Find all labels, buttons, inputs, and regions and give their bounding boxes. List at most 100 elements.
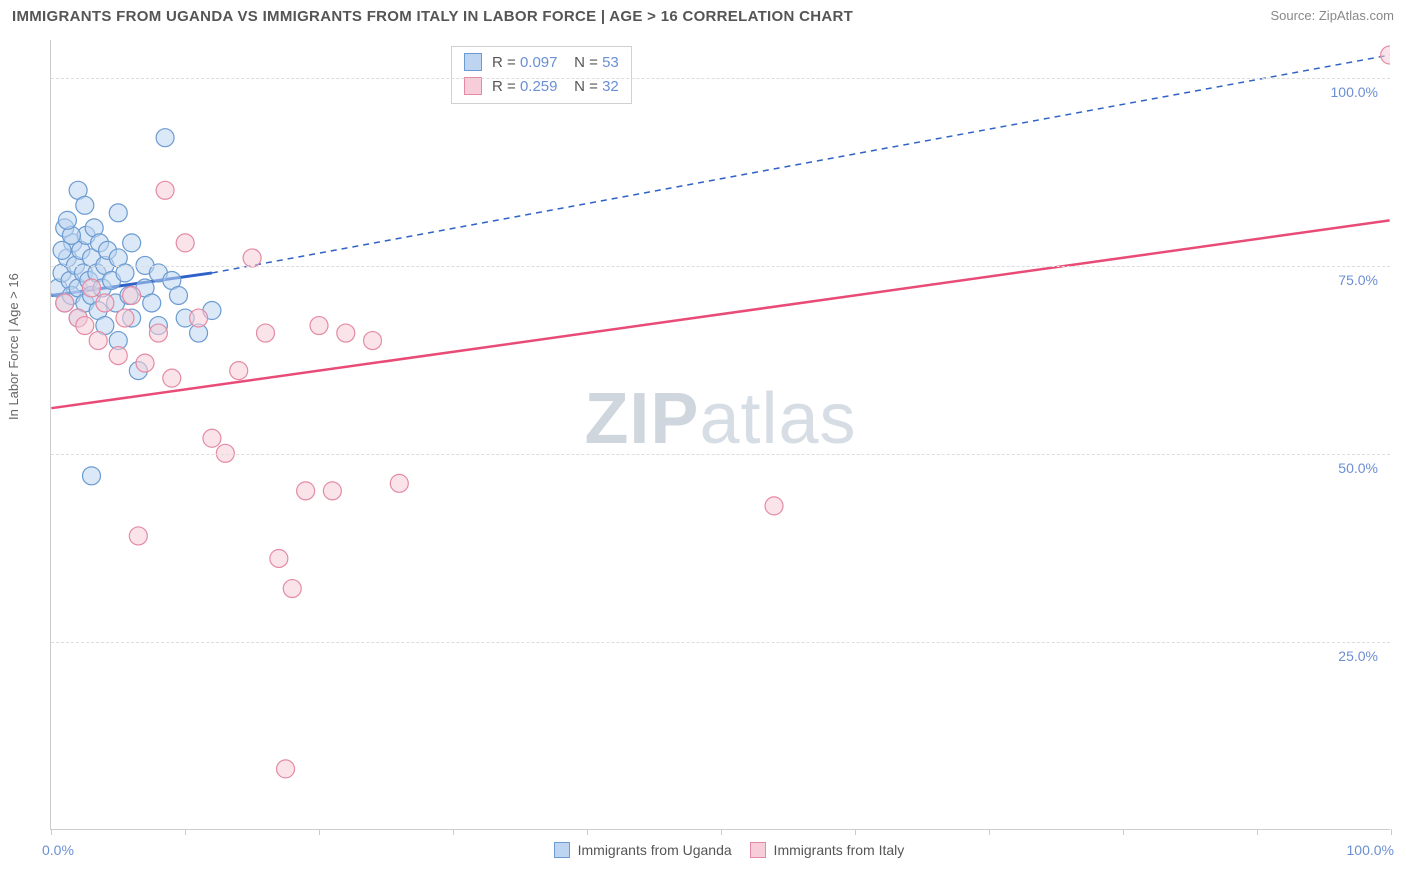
data-point [765, 497, 783, 515]
data-point [109, 347, 127, 365]
grid-line [51, 454, 1390, 455]
data-point [109, 332, 127, 350]
data-point [277, 760, 295, 778]
legend-swatch [464, 77, 482, 95]
stat-r-label: R = [492, 78, 520, 95]
data-point [176, 309, 194, 327]
data-point [323, 482, 341, 500]
data-point [89, 302, 107, 320]
data-point [64, 234, 82, 252]
data-point [76, 196, 94, 214]
data-point [83, 286, 101, 304]
data-point [69, 181, 87, 199]
legend-swatch [554, 842, 570, 858]
data-point [1381, 46, 1390, 64]
data-point [136, 354, 154, 372]
data-point [51, 279, 67, 297]
x-tick [185, 829, 186, 835]
data-point [107, 294, 125, 312]
data-point [203, 302, 221, 320]
trend-line-solid [51, 220, 1389, 408]
x-tick [1257, 829, 1258, 835]
stat-r-value: 0.259 [520, 78, 558, 95]
stat-r-value: 0.097 [520, 54, 558, 71]
data-point [120, 286, 138, 304]
data-point [53, 241, 71, 259]
x-tick [1123, 829, 1124, 835]
data-point [80, 271, 98, 289]
x-tick [51, 829, 52, 835]
series-legend: Immigrants from Uganda Immigrants from I… [50, 842, 1390, 858]
data-point [156, 181, 174, 199]
grid-line [51, 266, 1390, 267]
stats-legend-box: R = 0.097 N = 53 R = 0.259 N = 32 [451, 46, 632, 104]
data-point [190, 324, 208, 342]
data-point [96, 294, 114, 312]
y-tick-label: 75.0% [1338, 272, 1378, 288]
data-point [93, 279, 111, 297]
data-point [69, 309, 87, 327]
trend-line-solid [51, 273, 212, 296]
plot-area: ZIPatlas R = 0.097 N = 53 R = 0.259 N = 3… [50, 40, 1390, 830]
trend-line-dashed [212, 55, 1390, 273]
data-point [61, 271, 79, 289]
stat-n-label: N = [557, 54, 602, 71]
data-point [69, 279, 87, 297]
y-tick-label: 25.0% [1338, 648, 1378, 664]
data-point [109, 204, 127, 222]
data-point [83, 279, 101, 297]
data-point [169, 286, 187, 304]
data-point [85, 219, 103, 237]
data-point [283, 580, 301, 598]
data-point [256, 324, 274, 342]
data-point [58, 249, 76, 267]
x-tick [989, 829, 990, 835]
data-point [103, 271, 121, 289]
source-label: Source: ZipAtlas.com [1270, 8, 1394, 23]
chart-container: IMMIGRANTS FROM UGANDA VS IMMIGRANTS FRO… [0, 0, 1406, 892]
data-point [123, 286, 141, 304]
data-point [116, 309, 134, 327]
data-point [129, 527, 147, 545]
stat-n-label: N = [557, 78, 602, 95]
x-tick [721, 829, 722, 835]
stat-r-label: R = [492, 54, 520, 71]
data-point [163, 271, 181, 289]
data-point [69, 309, 87, 327]
data-point [58, 211, 76, 229]
data-point [243, 249, 261, 267]
watermark-light: atlas [699, 379, 856, 459]
grid-line [51, 78, 1390, 79]
data-point [56, 294, 74, 312]
data-point [56, 219, 74, 237]
data-point [203, 429, 221, 447]
data-point [136, 279, 154, 297]
data-point [99, 241, 117, 259]
data-point [123, 309, 141, 327]
data-point [297, 482, 315, 500]
data-point [129, 362, 147, 380]
grid-line [51, 642, 1390, 643]
data-point [56, 294, 74, 312]
data-point [149, 324, 167, 342]
data-point [109, 249, 127, 267]
data-point [270, 549, 288, 567]
stat-n-value: 53 [602, 54, 619, 71]
chart-title: IMMIGRANTS FROM UGANDA VS IMMIGRANTS FRO… [12, 8, 853, 25]
data-point [89, 332, 107, 350]
title-bar: IMMIGRANTS FROM UGANDA VS IMMIGRANTS FRO… [12, 8, 1394, 32]
chart-svg [51, 40, 1390, 829]
x-tick [319, 829, 320, 835]
data-point [337, 324, 355, 342]
legend-swatch [464, 53, 482, 71]
stat-n-value: 32 [602, 78, 619, 95]
data-point [163, 369, 181, 387]
y-tick-label: 50.0% [1338, 460, 1378, 476]
watermark: ZIPatlas [584, 378, 856, 460]
data-point [83, 249, 101, 267]
y-axis-label: In Labor Force | Age > 16 [6, 273, 21, 420]
data-point [62, 226, 80, 244]
data-point [123, 234, 141, 252]
data-point [76, 317, 94, 335]
data-point [310, 317, 328, 335]
